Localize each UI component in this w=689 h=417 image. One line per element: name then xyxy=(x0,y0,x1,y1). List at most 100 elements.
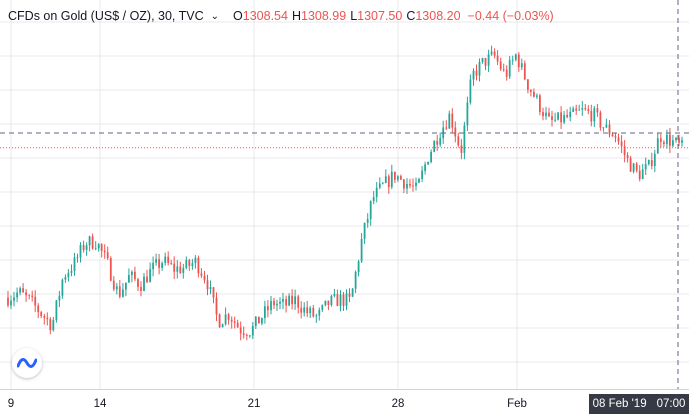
candle-up xyxy=(406,178,408,194)
candle-up xyxy=(681,136,683,147)
tradingview-logo-icon[interactable] xyxy=(12,348,42,378)
candle-down xyxy=(617,133,620,145)
candle-up xyxy=(330,294,333,307)
candle-up xyxy=(511,55,514,65)
candle-down xyxy=(484,57,487,71)
candle-up xyxy=(318,307,321,321)
candle-down xyxy=(517,52,520,72)
candle-up xyxy=(251,321,254,339)
candle-up xyxy=(390,164,393,190)
candle-down xyxy=(460,138,463,160)
candle-up xyxy=(221,323,224,328)
candle-down xyxy=(242,326,245,339)
candle-up xyxy=(333,288,336,298)
candle-up xyxy=(261,317,263,326)
chevron-down-icon[interactable]: ⌄ xyxy=(210,10,220,22)
candle-down xyxy=(336,289,339,307)
candle-up xyxy=(55,300,58,323)
candle-down xyxy=(436,134,439,151)
candle-up xyxy=(487,49,490,73)
candle-up xyxy=(593,106,596,127)
candle-down xyxy=(82,240,85,253)
candle-down xyxy=(118,280,121,299)
candle-down xyxy=(505,65,508,81)
candle-up xyxy=(52,317,55,332)
candle-down xyxy=(49,317,52,335)
candle-down xyxy=(551,110,553,127)
candles xyxy=(7,45,683,341)
candle-up xyxy=(164,252,167,266)
candle-down xyxy=(300,301,303,319)
candle-down xyxy=(527,79,529,94)
candle-down xyxy=(173,256,176,279)
candle-up xyxy=(185,256,188,270)
candle-down xyxy=(134,266,136,282)
candle-up xyxy=(315,313,318,323)
symbol-legend: CFDs on Gold (US$ / OZ), 30, TVC ⌄ O 1308… xyxy=(8,6,554,26)
candle-up xyxy=(647,159,650,166)
candle-down xyxy=(523,60,526,81)
candle-down xyxy=(7,290,9,308)
crosshair-date: 08 Feb '19 xyxy=(592,398,647,410)
candle-up xyxy=(360,233,363,263)
candle-down xyxy=(37,303,40,319)
candle-up xyxy=(276,299,278,311)
candle-down xyxy=(233,316,236,329)
candle-up xyxy=(557,112,559,121)
candle-down xyxy=(387,174,390,194)
candle-down xyxy=(530,89,532,97)
candle-up xyxy=(490,45,493,56)
candle-up xyxy=(324,300,327,307)
candle-up xyxy=(94,241,97,251)
crosshair-date-label: 08 Feb '19 07:00 xyxy=(589,394,689,414)
candle-up xyxy=(149,262,151,283)
low-label: L xyxy=(350,9,358,23)
candle-down xyxy=(475,64,478,81)
candle-up xyxy=(478,58,481,82)
candle-up xyxy=(73,252,76,276)
candle-up xyxy=(294,289,296,310)
candle-down xyxy=(599,110,602,131)
candle-down xyxy=(445,120,448,131)
candle-up xyxy=(508,56,511,79)
candle-up xyxy=(13,291,15,307)
candle-up xyxy=(97,243,100,252)
candle-up xyxy=(16,287,18,303)
candle-up xyxy=(578,104,581,111)
candle-down xyxy=(218,313,221,328)
candle-up xyxy=(270,296,272,315)
candle-down xyxy=(327,300,330,311)
candle-down xyxy=(112,276,115,292)
symbol-title[interactable]: CFDs on Gold (US$ / OZ), 30, TVC xyxy=(8,9,204,23)
candle-up xyxy=(64,274,67,283)
candle-down xyxy=(587,105,590,115)
candle-up xyxy=(472,68,475,86)
candle-up xyxy=(572,106,575,113)
candle-up xyxy=(430,149,432,164)
candle-down xyxy=(167,251,170,266)
candle-up xyxy=(264,300,266,324)
candle-down xyxy=(206,274,209,296)
candle-down xyxy=(663,140,665,147)
low-value: 1307.50 xyxy=(357,9,403,23)
candle-up xyxy=(182,263,185,279)
candle-down xyxy=(548,107,550,118)
candle-down xyxy=(678,134,680,147)
candle-down xyxy=(533,88,535,98)
candle-down xyxy=(239,321,242,341)
candle-up xyxy=(424,161,426,175)
candle-down xyxy=(620,135,623,154)
candle-down xyxy=(394,171,396,184)
candle-down xyxy=(542,107,544,121)
candle-down xyxy=(230,316,233,329)
candle-up xyxy=(536,93,538,99)
candle-down xyxy=(502,63,505,72)
candle-up xyxy=(363,222,366,244)
candle-up xyxy=(463,121,466,160)
candle-up xyxy=(545,106,547,120)
candle-down xyxy=(312,305,315,318)
candle-down xyxy=(409,178,411,189)
candle-down xyxy=(43,313,46,325)
candle-up xyxy=(439,132,442,147)
